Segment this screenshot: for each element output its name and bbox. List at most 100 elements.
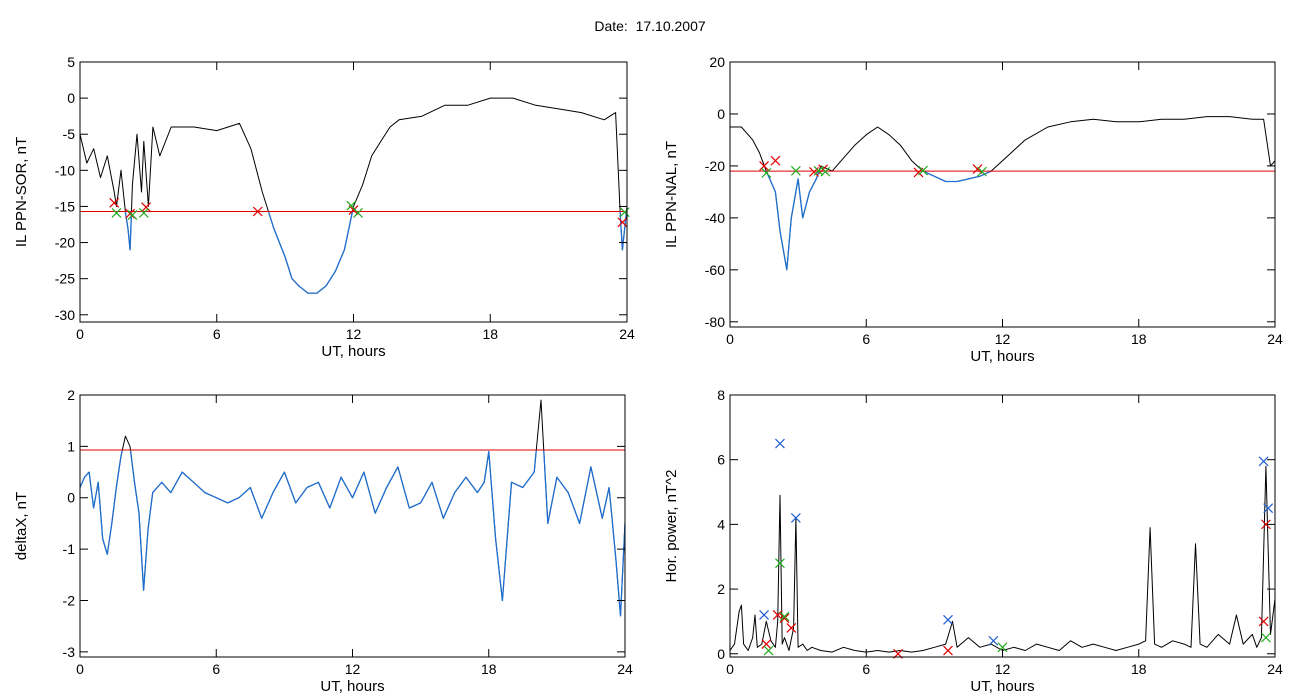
- marker-red: [109, 197, 120, 208]
- marker-green: [820, 166, 831, 177]
- panel-power: 0 6 12 18 24 8 6 4 2 0 UT, hours Hor. power, nT^2: [663, 387, 1283, 695]
- marker-green: [138, 208, 149, 218]
- y-tick-label: -20: [55, 235, 75, 251]
- y-tick-label: 0: [67, 490, 75, 506]
- marker-green: [353, 208, 363, 218]
- x-axis-label: UT, hours: [970, 678, 1034, 695]
- y-tick-label: 4: [717, 516, 725, 532]
- y-tick-label: -60: [705, 262, 725, 278]
- plot-frame: [729, 394, 1276, 658]
- marker-green: [775, 558, 785, 569]
- series-line: [80, 399, 625, 617]
- y-axis-label: IL PPN-SOR, nT: [13, 137, 30, 247]
- y-tick-label: 20: [709, 54, 725, 70]
- marker-green: [779, 611, 790, 622]
- marker-green: [918, 165, 928, 176]
- y-tick-label: 1: [67, 438, 75, 454]
- marker-blue: [1258, 456, 1269, 467]
- series-below-threshold: [124, 211, 627, 294]
- x-axis-label: UT, hours: [321, 343, 385, 360]
- marker-green: [763, 645, 774, 656]
- y-tick-label: 5: [67, 54, 75, 70]
- x-tick-label: 18: [1131, 331, 1147, 347]
- marker-green: [111, 208, 122, 218]
- x-tick-label: 6: [213, 326, 221, 342]
- y-tick-label: -5: [63, 126, 76, 142]
- marker-red: [943, 645, 953, 656]
- marker-green: [977, 166, 987, 177]
- x-tick-label: 0: [76, 326, 84, 342]
- x-tick-label: 0: [726, 661, 734, 677]
- marker-red: [141, 202, 152, 213]
- marker-red: [1260, 519, 1271, 530]
- y-tick-label: 8: [717, 387, 725, 403]
- x-tick-label: 24: [617, 661, 633, 677]
- series-below-threshold: [765, 171, 993, 271]
- y-tick-label: -2: [63, 592, 76, 608]
- marker-blue: [759, 610, 769, 620]
- y-axis-label: Hor. power, nT^2: [663, 470, 680, 583]
- y-tick-label: -3: [63, 644, 76, 660]
- x-tick-label: 24: [1267, 331, 1283, 347]
- x-tick-label: 18: [481, 661, 497, 677]
- y-axis-label: IL PPN-NAL, nT: [663, 141, 680, 248]
- marker-blue: [988, 635, 999, 646]
- x-tick-label: 12: [995, 661, 1011, 677]
- marker-green: [761, 168, 772, 178]
- series-line: [730, 116, 1275, 271]
- x-tick-label: 6: [212, 661, 220, 677]
- plot-frame: [729, 61, 1276, 328]
- x-tick-label: 18: [1131, 661, 1147, 677]
- x-tick-label: 6: [862, 661, 870, 677]
- y-tick-label: -40: [705, 210, 725, 226]
- panel-deltax: 0 6 12 18 24 2 1 0 -1 -2 -3 UT, hours deltaX, nT: [13, 387, 633, 695]
- x-tick-label: 0: [76, 661, 84, 677]
- y-axis-label: deltaX, nT: [13, 492, 30, 560]
- y-tick-label: -1: [63, 541, 76, 557]
- y-tick-label: 0: [67, 90, 75, 106]
- series-line: [730, 465, 1275, 653]
- x-tick-label: 12: [345, 661, 361, 677]
- marker-red: [779, 613, 790, 624]
- marker-blue: [943, 614, 953, 625]
- y-tick-label: -20: [705, 158, 725, 174]
- y-tick-label: -30: [55, 307, 75, 323]
- y-tick-label: 6: [717, 452, 725, 468]
- y-tick-label: 0: [717, 106, 725, 122]
- plot-frame: [79, 61, 628, 323]
- x-tick-label: 24: [1267, 661, 1283, 677]
- figure-title: Date: 17.10.2007: [594, 18, 706, 34]
- series-below-threshold: [80, 449, 625, 617]
- marker-green: [619, 207, 630, 218]
- x-axis-label: UT, hours: [320, 678, 384, 695]
- marker-red: [770, 155, 781, 166]
- marker-red: [759, 160, 769, 171]
- marker-green: [1260, 632, 1271, 643]
- y-tick-label: -25: [55, 271, 75, 287]
- x-tick-label: 18: [482, 326, 498, 342]
- x-tick-label: 12: [346, 326, 362, 342]
- marker-red: [972, 164, 983, 174]
- panel-nal: 0 6 12 18 24 20 0 -20 -40 -60 -80 UT, hours IL PPN-N…: [663, 54, 1283, 365]
- x-tick-label: 12: [995, 331, 1011, 347]
- panel-sor: 0 6 12 18 24 5 0 -5 -10 -15 -20 -25 -30 UT, hours IL P…: [13, 54, 635, 360]
- marker-blue: [775, 438, 785, 449]
- marker-red: [1258, 616, 1269, 627]
- marker-red: [786, 622, 797, 633]
- y-tick-label: 2: [67, 387, 75, 403]
- marker-green: [997, 642, 1008, 653]
- marker-red: [617, 217, 628, 228]
- y-tick-label: -15: [55, 198, 75, 214]
- x-tick-label: 6: [862, 331, 870, 347]
- marker-red: [252, 206, 263, 217]
- marker-red: [761, 639, 772, 649]
- series-line: [80, 97, 627, 294]
- marker-green: [790, 165, 801, 176]
- y-tick-label: -10: [55, 162, 75, 178]
- marker-blue: [790, 512, 801, 523]
- y-tick-label: -80: [705, 314, 725, 330]
- x-tick-label: 24: [619, 326, 635, 342]
- x-axis-label: UT, hours: [970, 348, 1034, 365]
- marker-blue: [1263, 503, 1274, 514]
